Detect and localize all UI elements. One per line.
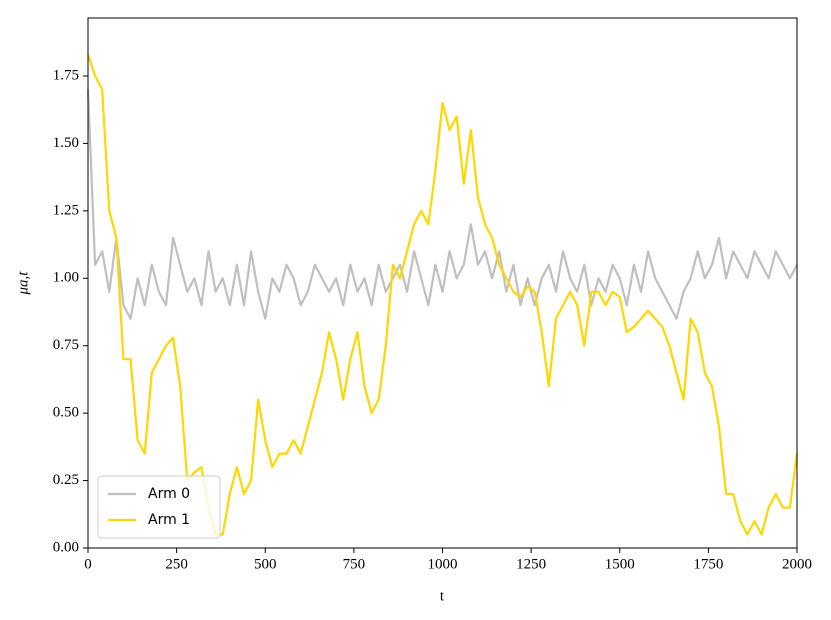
x-axis-label: t	[440, 588, 445, 604]
legend: Arm 0 Arm 1	[97, 475, 221, 539]
y-tick-label: 0.00	[53, 539, 79, 555]
plot-frame	[87, 17, 798, 549]
series-line	[86, 89, 798, 320]
y-tick-label: 0.75	[53, 337, 79, 353]
y-tick-label: 1.75	[53, 67, 79, 83]
legend-label: Arm 0	[148, 486, 190, 502]
x-tick-label: 250	[165, 556, 188, 572]
x-tick-label: 2000	[782, 556, 812, 572]
x-tick-label: 1250	[516, 556, 546, 572]
y-tick-label: 1.00	[53, 270, 79, 286]
y-axis-label: μa,t	[15, 271, 31, 296]
legend-label: Arm 1	[148, 512, 190, 528]
x-tick-label: 0	[84, 556, 92, 572]
x-tick-label: 500	[254, 556, 277, 572]
x-tick-label: 1750	[693, 556, 723, 572]
x-tick-label: 1500	[605, 556, 635, 572]
series-line	[86, 54, 799, 536]
y-tick-label: 0.25	[53, 472, 79, 488]
y-tick-label: 1.50	[53, 135, 79, 151]
x-tick-label: 750	[343, 556, 366, 572]
y-tick-label: 1.25	[53, 202, 79, 218]
legend-box	[97, 475, 221, 539]
x-tick-label: 1000	[428, 556, 458, 572]
y-tick-label: 0.50	[53, 405, 79, 421]
